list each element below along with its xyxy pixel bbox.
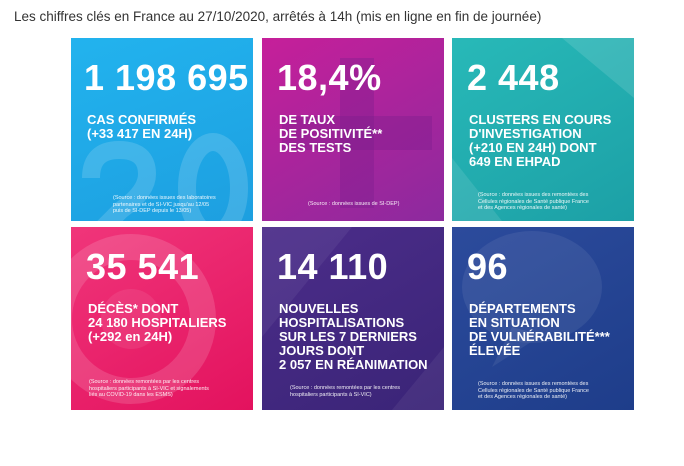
page-title: Les chiffres clés en France au 27/10/202… [14, 9, 542, 24]
tile-deaths: 35 541 DÉCÈS* DONT 24 180 HOSPITALIERS (… [71, 227, 253, 410]
clusters-source: (Source : données issues des remontées d… [478, 192, 589, 212]
departments-value: 96 [467, 246, 509, 287]
hospitalisations-source: (Source : données remontées par les cent… [290, 385, 401, 398]
clusters-value: 2 448 [467, 57, 560, 98]
confirmed-cases-label: CAS CONFIRMÉS (+33 417 EN 24H) [87, 112, 197, 141]
hospitalisations-value: 14 110 [277, 246, 389, 287]
tile-confirmed-cases: 1 198 695 CAS CONFIRMÉS (+33 417 EN 24H)… [71, 38, 253, 221]
tile-vulnerable-departments: 96 DÉPARTEMENTS EN SITUATION DE VULNÉRAB… [452, 227, 634, 410]
hospitalisations-label: NOUVELLES HOSPITALISATIONS SUR LES 7 DER… [279, 301, 428, 372]
key-figures-grid: 1 198 695 CAS CONFIRMÉS (+33 417 EN 24H)… [71, 38, 634, 411]
tile-positivity-rate: 18,4% DE TAUX DE POSITIVITÉ** DES TESTS … [262, 38, 444, 221]
tile-hospitalisations: 14 110 NOUVELLES HOSPITALISATIONS SUR LE… [262, 227, 444, 410]
tile-clusters: 2 448 CLUSTERS EN COURS D'INVESTIGATION … [452, 38, 634, 221]
deaths-value: 35 541 [86, 246, 200, 287]
positivity-rate-value: 18,4% [277, 57, 382, 98]
departments-source: (Source : données issues des remontées d… [478, 381, 589, 401]
confirmed-cases-value: 1 198 695 [84, 57, 249, 98]
positivity-rate-label: DE TAUX DE POSITIVITÉ** DES TESTS [279, 112, 383, 155]
clusters-label: CLUSTERS EN COURS D'INVESTIGATION (+210 … [469, 112, 612, 169]
departments-label: DÉPARTEMENTS EN SITUATION DE VULNÉRABILI… [469, 301, 610, 358]
deaths-source: (Source : données remontées par les cent… [89, 379, 209, 399]
positivity-rate-source: (Source : données issues de SI-DEP) [308, 201, 400, 207]
confirmed-cases-source: (Source : données issues des laboratoire… [113, 195, 216, 215]
deaths-label: DÉCÈS* DONT 24 180 HOSPITALIERS (+292 en… [88, 301, 227, 344]
